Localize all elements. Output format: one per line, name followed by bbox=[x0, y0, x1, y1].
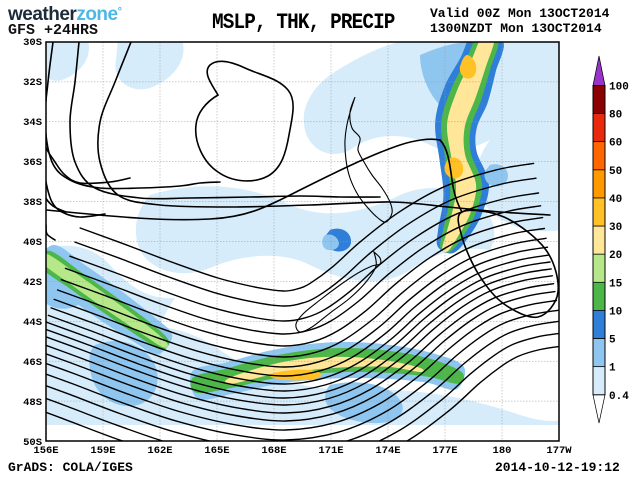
svg-text:40S: 40S bbox=[23, 237, 42, 249]
svg-text:0.4: 0.4 bbox=[609, 391, 629, 403]
svg-text:174E: 174E bbox=[375, 445, 400, 457]
svg-text:60: 60 bbox=[609, 138, 622, 150]
svg-text:5: 5 bbox=[609, 335, 616, 347]
svg-text:177E: 177E bbox=[432, 445, 457, 457]
svg-text:180: 180 bbox=[493, 445, 512, 457]
svg-text:46S: 46S bbox=[23, 357, 42, 369]
svg-text:42S: 42S bbox=[23, 277, 42, 289]
svg-text:10: 10 bbox=[609, 306, 622, 318]
svg-text:36S: 36S bbox=[23, 157, 42, 169]
svg-text:156E: 156E bbox=[33, 445, 58, 457]
svg-text:159E: 159E bbox=[90, 445, 115, 457]
svg-text:20: 20 bbox=[609, 250, 622, 262]
svg-text:30S: 30S bbox=[23, 37, 42, 49]
svg-text:165E: 165E bbox=[204, 445, 229, 457]
svg-text:100: 100 bbox=[609, 82, 629, 94]
svg-text:40: 40 bbox=[609, 194, 622, 206]
svg-text:44S: 44S bbox=[23, 317, 42, 329]
svg-text:50: 50 bbox=[609, 166, 622, 178]
svg-text:168E: 168E bbox=[261, 445, 286, 457]
svg-text:32S: 32S bbox=[23, 77, 42, 89]
svg-text:162E: 162E bbox=[147, 445, 172, 457]
svg-text:1: 1 bbox=[609, 363, 616, 375]
svg-text:30: 30 bbox=[609, 222, 622, 234]
svg-text:177W: 177W bbox=[546, 445, 572, 457]
svg-text:15: 15 bbox=[609, 278, 623, 290]
svg-text:38S: 38S bbox=[23, 197, 42, 209]
svg-text:34S: 34S bbox=[23, 117, 42, 129]
svg-text:171E: 171E bbox=[318, 445, 343, 457]
svg-text:80: 80 bbox=[609, 110, 622, 122]
svg-text:48S: 48S bbox=[23, 397, 42, 409]
